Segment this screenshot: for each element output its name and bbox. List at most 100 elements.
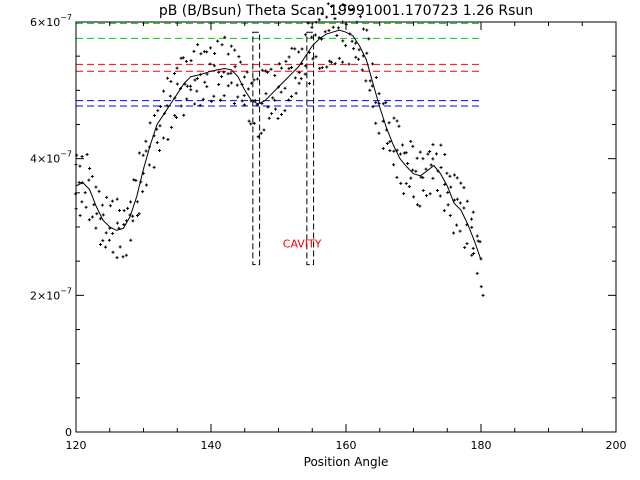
data-point bbox=[439, 143, 443, 147]
data-point bbox=[193, 78, 197, 82]
data-point bbox=[229, 71, 233, 75]
data-point bbox=[392, 116, 396, 120]
data-point bbox=[95, 212, 99, 216]
data-point bbox=[418, 204, 422, 208]
data-point bbox=[425, 194, 429, 198]
data-point bbox=[173, 72, 177, 76]
data-point bbox=[307, 81, 311, 85]
data-point bbox=[122, 223, 126, 227]
data-point bbox=[325, 65, 329, 69]
data-point bbox=[247, 119, 251, 123]
data-point bbox=[409, 176, 413, 180]
data-point bbox=[118, 208, 122, 212]
data-point bbox=[463, 246, 467, 250]
data-point bbox=[304, 33, 308, 37]
data-point bbox=[137, 151, 141, 155]
data-point bbox=[107, 238, 111, 242]
data-point bbox=[455, 197, 459, 201]
data-point bbox=[337, 56, 341, 60]
data-point bbox=[407, 185, 411, 189]
data-point bbox=[111, 232, 115, 236]
data-point bbox=[435, 189, 439, 193]
data-point bbox=[220, 43, 224, 47]
data-point bbox=[80, 155, 84, 159]
data-point bbox=[155, 141, 159, 145]
y-axis-ticks: 0 2×10−7 4×10−7 6×10−7 bbox=[30, 13, 616, 439]
data-point bbox=[381, 147, 385, 151]
data-point bbox=[409, 139, 413, 143]
data-point bbox=[182, 113, 186, 117]
data-point bbox=[94, 185, 98, 189]
data-point bbox=[323, 30, 327, 34]
data-point bbox=[337, 11, 341, 15]
data-point bbox=[428, 149, 432, 153]
data-point bbox=[341, 39, 345, 43]
data-point bbox=[411, 144, 415, 148]
cavity-box bbox=[252, 31, 261, 266]
data-point bbox=[84, 205, 88, 209]
data-point bbox=[213, 52, 217, 56]
data-point bbox=[273, 98, 277, 102]
data-point bbox=[165, 76, 169, 80]
data-point bbox=[148, 121, 152, 125]
data-point bbox=[101, 213, 105, 217]
data-point bbox=[388, 149, 392, 153]
data-point bbox=[297, 71, 301, 75]
data-point bbox=[421, 157, 425, 161]
data-point bbox=[384, 101, 388, 105]
data-point bbox=[350, 8, 354, 12]
data-point bbox=[395, 119, 399, 123]
data-point bbox=[303, 64, 307, 68]
data-point bbox=[249, 122, 253, 126]
data-point bbox=[470, 217, 474, 221]
data-point bbox=[144, 149, 148, 153]
data-point bbox=[374, 101, 378, 105]
x-tick-label: 180 bbox=[471, 439, 492, 452]
data-point bbox=[465, 199, 469, 203]
data-point bbox=[252, 78, 256, 82]
data-point bbox=[131, 214, 135, 218]
data-point bbox=[357, 48, 361, 52]
data-point bbox=[299, 77, 303, 81]
data-point bbox=[162, 136, 166, 140]
data-point bbox=[265, 70, 269, 74]
data-point bbox=[144, 183, 148, 187]
data-point bbox=[217, 70, 221, 74]
data-point bbox=[424, 167, 428, 171]
data-point bbox=[347, 62, 351, 66]
cavity-box bbox=[306, 31, 315, 266]
data-point bbox=[293, 47, 297, 51]
data-point bbox=[374, 76, 378, 80]
data-point bbox=[196, 43, 200, 47]
data-point bbox=[388, 140, 392, 144]
chart-title: pB (B/Bsun) Theta Scan 19991001.170723 1… bbox=[159, 3, 533, 19]
data-point bbox=[158, 148, 162, 152]
data-point bbox=[452, 173, 456, 177]
data-point bbox=[240, 99, 244, 103]
data-point bbox=[242, 103, 246, 107]
data-point bbox=[110, 199, 114, 203]
data-point bbox=[126, 206, 130, 210]
data-point bbox=[452, 231, 456, 235]
data-point bbox=[358, 15, 362, 19]
data-point bbox=[344, 44, 348, 48]
data-point bbox=[162, 89, 166, 93]
data-point bbox=[287, 98, 291, 102]
data-point bbox=[166, 137, 170, 141]
data-point bbox=[446, 190, 450, 194]
data-point bbox=[443, 182, 447, 186]
data-point bbox=[365, 28, 369, 32]
data-point bbox=[222, 94, 226, 98]
data-point bbox=[266, 105, 270, 109]
data-point bbox=[158, 124, 162, 128]
data-point bbox=[336, 26, 340, 30]
data-point bbox=[293, 76, 297, 80]
data-point bbox=[267, 116, 271, 120]
data-point bbox=[216, 39, 220, 43]
data-point bbox=[87, 178, 91, 182]
data-point bbox=[203, 80, 207, 84]
data-point bbox=[443, 152, 447, 156]
data-point bbox=[253, 99, 257, 103]
data-point bbox=[264, 92, 268, 96]
data-point bbox=[264, 69, 268, 73]
